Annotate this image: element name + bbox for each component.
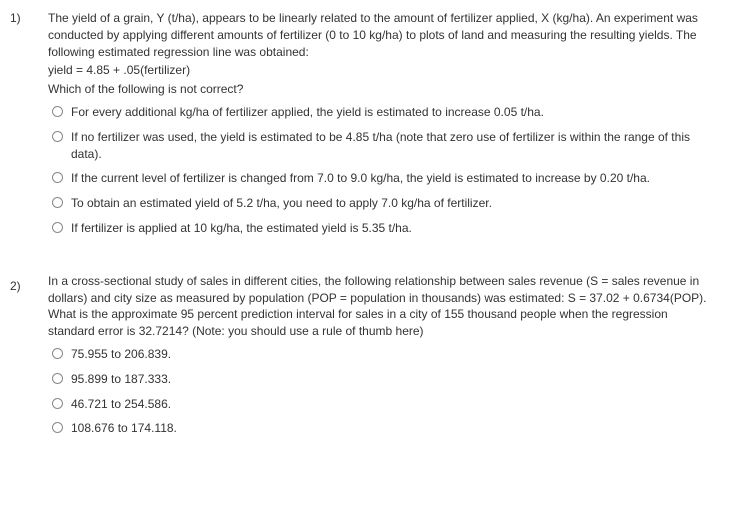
radio-icon[interactable] xyxy=(52,131,63,142)
option-row[interactable]: If no fertilizer was used, the yield is … xyxy=(48,129,717,163)
option-text: 108.676 to 174.118. xyxy=(71,420,717,437)
option-row[interactable]: 95.899 to 187.333. xyxy=(48,371,717,388)
question-number-2: 2) xyxy=(10,278,21,295)
option-text: 95.899 to 187.333. xyxy=(71,371,717,388)
radio-icon[interactable] xyxy=(52,197,63,208)
option-text: If no fertilizer was used, the yield is … xyxy=(71,129,717,163)
option-row[interactable]: 75.955 to 206.839. xyxy=(48,346,717,363)
radio-icon[interactable] xyxy=(52,172,63,183)
option-row[interactable]: If the current level of fertilizer is ch… xyxy=(48,170,717,187)
stem-line: The yield of a grain, Y (t/ha), appears … xyxy=(48,10,717,60)
option-row[interactable]: For every additional kg/ha of fertilizer… xyxy=(48,104,717,121)
option-text: If the current level of fertilizer is ch… xyxy=(71,170,717,187)
question-2: In a cross-sectional study of sales in d… xyxy=(0,263,737,437)
question-2-stem: In a cross-sectional study of sales in d… xyxy=(48,273,717,340)
option-row[interactable]: 108.676 to 174.118. xyxy=(48,420,717,437)
option-text: To obtain an estimated yield of 5.2 t/ha… xyxy=(71,195,717,212)
option-text: 75.955 to 206.839. xyxy=(71,346,717,363)
radio-icon[interactable] xyxy=(52,348,63,359)
stem-line: Which of the following is not correct? xyxy=(48,81,717,98)
stem-line: In a cross-sectional study of sales in d… xyxy=(48,273,717,340)
radio-icon[interactable] xyxy=(52,398,63,409)
radio-icon[interactable] xyxy=(52,422,63,433)
question-1-stem: The yield of a grain, Y (t/ha), appears … xyxy=(48,10,717,98)
question-2-options: 75.955 to 206.839. 95.899 to 187.333. 46… xyxy=(48,346,717,437)
question-number-1: 1) xyxy=(10,10,21,27)
radio-icon[interactable] xyxy=(52,222,63,233)
question-1: The yield of a grain, Y (t/ha), appears … xyxy=(0,0,737,237)
option-row[interactable]: 46.721 to 254.586. xyxy=(48,396,717,413)
option-text: For every additional kg/ha of fertilizer… xyxy=(71,104,717,121)
option-row[interactable]: To obtain an estimated yield of 5.2 t/ha… xyxy=(48,195,717,212)
option-text: 46.721 to 254.586. xyxy=(71,396,717,413)
option-row[interactable]: If fertilizer is applied at 10 kg/ha, th… xyxy=(48,220,717,237)
stem-line: yield = 4.85 + .05(fertilizer) xyxy=(48,62,717,79)
radio-icon[interactable] xyxy=(52,106,63,117)
option-text: If fertilizer is applied at 10 kg/ha, th… xyxy=(71,220,717,237)
radio-icon[interactable] xyxy=(52,373,63,384)
question-1-options: For every additional kg/ha of fertilizer… xyxy=(48,104,717,237)
